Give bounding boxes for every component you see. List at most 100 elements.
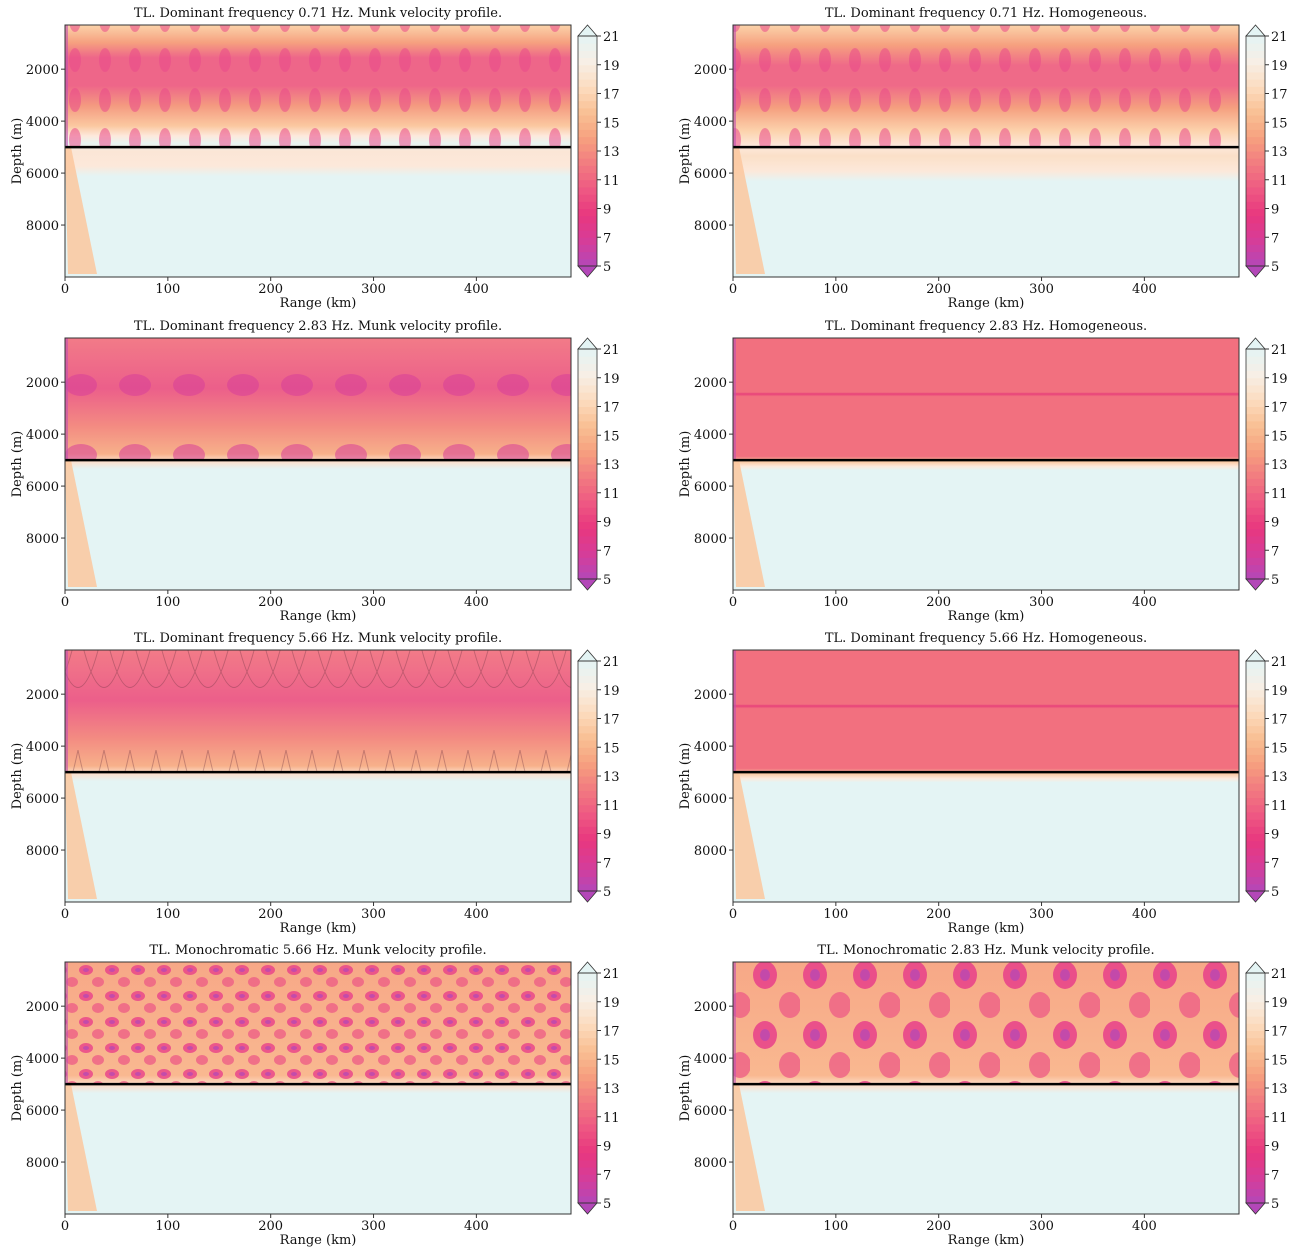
colorbar-extend-top [1245,649,1266,662]
colorbar: 5 7 9 11 13 15 17 19 21 [1245,337,1288,591]
colorbar-band [1246,847,1265,856]
colorbar-band [1246,399,1265,407]
colorbar-band [578,136,597,145]
colorbar-band [1246,1159,1265,1168]
colorbar-band [578,826,597,834]
colorbar-band [578,980,597,988]
colorbar-band [1246,804,1265,813]
colorbar-tick-label: 19 [603,684,620,699]
colorbar-band [1246,711,1265,719]
colorbar-band [1246,1123,1265,1132]
colorbar-band [578,1181,597,1190]
colorbar-band [1246,994,1265,1003]
colorbar-band [1246,704,1265,712]
colorbar: 5 7 9 11 13 15 17 19 21 [1245,961,1288,1215]
source-edge [65,25,68,148]
y-tick-label: 2000 [694,1000,727,1015]
source-edge [733,962,736,1085]
colorbar-tick-label: 7 [603,231,611,246]
x-tick-label: 300 [1029,595,1054,610]
colorbar-band [1246,1037,1265,1046]
plot-frame [64,24,572,278]
colorbar-band [578,1066,597,1075]
colorbar-band [1246,507,1265,515]
field-texture [733,962,1239,1085]
colorbar-band [578,1088,597,1096]
colorbar-tick-label: 19 [603,996,620,1011]
colorbar-band [1246,165,1265,174]
colorbar-extend-top [1245,961,1266,974]
colorbar-tick-label: 21 [603,967,620,982]
colorbar-band [578,675,597,684]
colorbar-tick-label: 5 [603,885,611,900]
colorbar-band [1246,790,1265,799]
x-tick-label: 400 [1132,595,1157,610]
colorbar-band [1246,1016,1265,1024]
colorbar-band [578,740,597,748]
colorbar-band [578,869,597,878]
y-axis-label: Depth (m) [678,1055,693,1122]
colorbar-band [578,186,597,195]
tl-field [65,962,571,1214]
y-tick-label: 4000 [26,740,59,755]
colorbar-tick-label: 7 [603,856,611,871]
colorbar-extend-bottom [577,1202,598,1215]
colorbar-band [1246,725,1265,734]
colorbar-band [1246,93,1265,102]
colorbar-band [1246,57,1265,66]
colorbar-band [578,377,597,386]
colorbar-band [578,71,597,80]
colorbar-band [578,258,597,267]
colorbar-band [578,811,597,820]
tl-field [65,338,571,590]
x-tick-label: 100 [823,907,848,922]
colorbar-extend-bottom [577,265,598,278]
y-tick-label: 4000 [26,115,59,130]
colorbar-band [578,122,597,130]
colorbar-band [1246,1131,1265,1139]
panel: TL. Dominant frequency 2.83 Hz. Munk vel… [10,319,620,624]
x-tick-label: 200 [258,907,283,922]
colorbar-band [578,550,597,558]
near-field-lobe [65,1084,97,1211]
panel: TL. Dominant frequency 5.66 Hz. Homogene… [678,631,1288,936]
colorbar-tick-label: 21 [1271,30,1288,45]
colorbar-extend-top [577,649,598,662]
colorbar-band [1246,675,1265,684]
colorbar-band [578,499,597,508]
colorbar-band [578,1052,597,1060]
colorbar-extend-bottom [1245,578,1266,591]
colorbar-band [578,732,597,741]
x-tick-label: 0 [729,282,737,297]
colorbar-band [578,804,597,813]
y-tick-label: 2000 [694,63,727,78]
colorbar-band [578,862,597,870]
colorbar-band [1246,1109,1265,1118]
colorbar-band [1246,1095,1265,1103]
x-tick-label: 300 [361,907,386,922]
colorbar-band [1246,442,1265,451]
plot-frame [732,961,1240,1215]
colorbar-tick-label: 7 [1271,1168,1279,1183]
near-field-lobe [65,460,97,587]
y-tick-label: 8000 [694,844,727,859]
colorbar-band [578,194,597,202]
x-tick-label: 100 [155,282,180,297]
colorbar-band [578,1023,597,1031]
x-axis-label: Range (km) [280,609,357,624]
colorbar-band [1246,237,1265,245]
colorbar-band [1246,521,1265,530]
colorbar-tick-label: 15 [603,429,620,444]
y-tick-label: 4000 [694,115,727,130]
colorbar-band [1246,251,1265,260]
colorbar: 5 7 9 11 13 15 17 19 21 [577,337,620,591]
colorbar-band [578,840,597,849]
plot-frame [64,649,572,903]
y-tick-label: 4000 [26,1052,59,1067]
colorbar-band [1246,987,1265,996]
near-field-lobe [733,772,765,899]
plot-title: TL. Dominant frequency 0.71 Hz. Munk vel… [134,6,502,21]
x-tick-label: 300 [1029,282,1054,297]
colorbar-band [578,776,597,784]
colorbar-band [1246,543,1265,551]
